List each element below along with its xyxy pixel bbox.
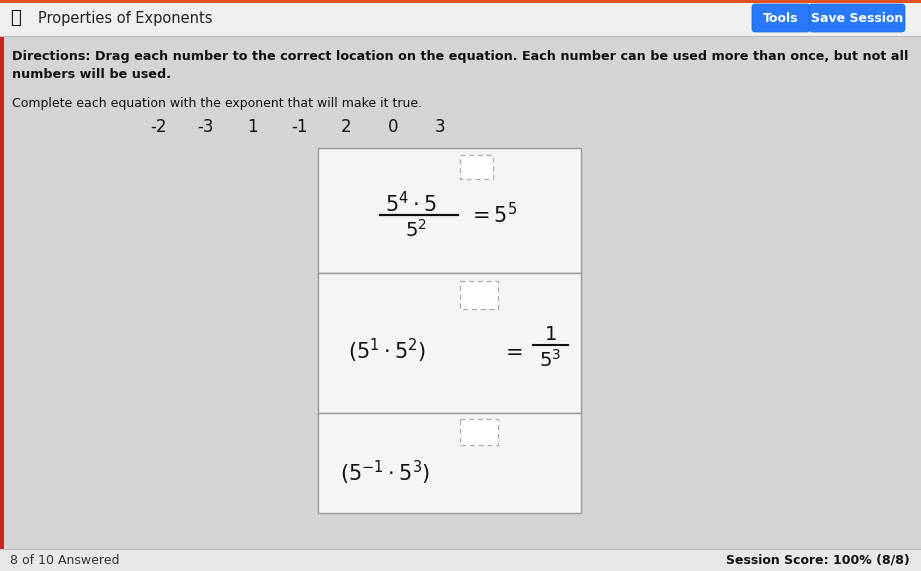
Text: Session Score: 100% (8/8): Session Score: 100% (8/8) bbox=[727, 553, 910, 566]
Bar bbox=[0, 549, 921, 571]
Text: Tools: Tools bbox=[764, 11, 799, 25]
Text: Directions: Drag each number to the correct location on the equation. Each numbe: Directions: Drag each number to the corr… bbox=[12, 50, 908, 82]
Text: 8 of 10 Answered: 8 of 10 Answered bbox=[10, 553, 120, 566]
Text: Save Session: Save Session bbox=[810, 11, 904, 25]
Bar bbox=[318, 148, 581, 273]
Text: Properties of Exponents: Properties of Exponents bbox=[38, 11, 213, 26]
Text: 3: 3 bbox=[435, 118, 446, 136]
Text: $= 5^5$: $= 5^5$ bbox=[468, 202, 517, 228]
Bar bbox=[460, 155, 493, 179]
Bar bbox=[0, 36, 4, 571]
Text: $(5^{-1} \cdot 5^3)$: $(5^{-1} \cdot 5^3)$ bbox=[340, 459, 430, 487]
Bar bbox=[0, 0, 921, 3]
Text: $(5^1 \cdot 5^2)$: $(5^1 \cdot 5^2)$ bbox=[348, 337, 426, 365]
Text: $5^3$: $5^3$ bbox=[539, 349, 561, 371]
Text: $1$: $1$ bbox=[543, 325, 556, 344]
Bar bbox=[0, 0, 921, 36]
Text: -2: -2 bbox=[150, 118, 167, 136]
FancyBboxPatch shape bbox=[752, 4, 810, 32]
Text: $=$: $=$ bbox=[501, 341, 523, 361]
Bar bbox=[318, 413, 581, 513]
Bar bbox=[460, 281, 498, 309]
Bar bbox=[318, 273, 581, 413]
Text: $5^2$: $5^2$ bbox=[405, 219, 427, 241]
Text: $5^4 \cdot 5$: $5^4 \cdot 5$ bbox=[385, 191, 437, 216]
Text: -3: -3 bbox=[197, 118, 214, 136]
Text: 🌴: 🌴 bbox=[10, 9, 21, 27]
Text: 2: 2 bbox=[341, 118, 351, 136]
Bar bbox=[460, 419, 498, 445]
Text: 1: 1 bbox=[247, 118, 257, 136]
Text: 0: 0 bbox=[388, 118, 398, 136]
Text: Complete each equation with the exponent that will make it true.: Complete each equation with the exponent… bbox=[12, 97, 422, 110]
Text: -1: -1 bbox=[291, 118, 308, 136]
FancyBboxPatch shape bbox=[809, 4, 905, 32]
